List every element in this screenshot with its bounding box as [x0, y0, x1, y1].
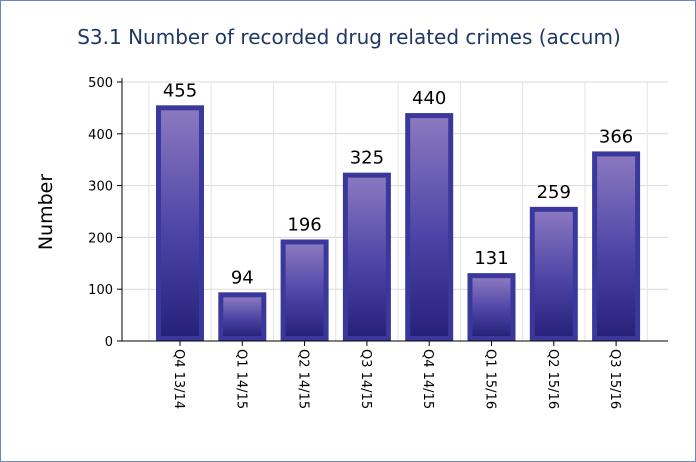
- x-tick-label: Q2 14/15: [296, 349, 311, 409]
- y-tick-label: 0: [105, 335, 113, 350]
- x-tick-label: Q4 14/15: [420, 349, 435, 409]
- bar-inner: [410, 118, 449, 336]
- data-label: 455: [163, 80, 197, 101]
- x-tick-label: Q4 13/14: [171, 349, 186, 409]
- bars: 455 94 196 325 440 131 259 366: [156, 80, 641, 341]
- x-tick-label: Q1 14/15: [233, 349, 248, 409]
- data-label: 94: [231, 267, 254, 288]
- data-label: 325: [350, 148, 384, 169]
- axes: 0 100 200 300 400 500 Q4 13/14 Q1 14/15 Q2 14/15…: [88, 76, 668, 409]
- bar-inner: [161, 110, 199, 336]
- x-tick-label: Q3 15/16: [607, 349, 622, 409]
- data-label: 196: [287, 214, 321, 235]
- data-label: 440: [412, 88, 446, 109]
- bar-inner: [534, 211, 573, 336]
- data-label: 259: [537, 182, 571, 203]
- y-tick-label: 100: [88, 283, 113, 298]
- x-tick-label: Q2 15/16: [545, 349, 560, 409]
- bar-inner: [223, 297, 262, 336]
- chart-title: S3.1 Number of recorded drug related cri…: [77, 25, 621, 49]
- y-tick-label: 400: [88, 128, 113, 143]
- y-axis-label: Number: [35, 174, 57, 251]
- y-tick-label: 200: [88, 231, 113, 246]
- data-label: 131: [474, 248, 508, 269]
- bar-inner: [347, 177, 386, 336]
- grid-lines: [122, 81, 668, 341]
- bar-inner: [597, 156, 636, 336]
- x-tick-label: Q1 15/16: [483, 349, 498, 409]
- y-tick-label: 300: [88, 180, 113, 195]
- y-tick-label: 500: [88, 76, 113, 91]
- bar-inner: [472, 278, 511, 336]
- x-tick-label: Q3 14/15: [358, 349, 373, 409]
- bar-inner: [285, 244, 324, 336]
- data-label: 366: [599, 126, 633, 147]
